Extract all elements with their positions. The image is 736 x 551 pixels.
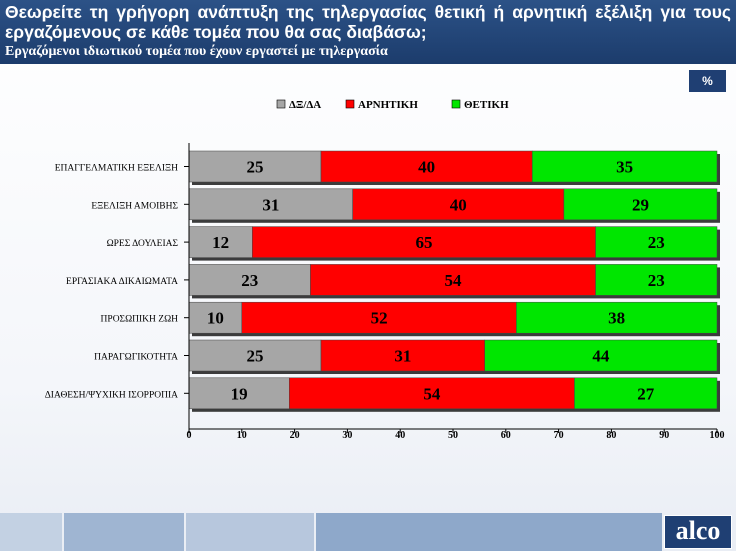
data-label: 54 [445, 271, 463, 290]
x-tick-label: 40 [395, 430, 405, 441]
bar-segment [352, 188, 565, 221]
bar-segment [320, 339, 485, 372]
x-tick-label: 20 [290, 430, 300, 441]
bar-segment [188, 226, 253, 258]
data-label: 35 [616, 158, 633, 177]
category-label: ΕΡΓΑΣΙΑΚΑ ΔΙΚΑΙΩΜΑΤΑ [66, 277, 178, 287]
x-tick-label: 60 [501, 430, 511, 441]
legend-swatch [345, 99, 355, 109]
data-label: 23 [648, 271, 665, 290]
x-tick-label: 70 [554, 430, 564, 441]
category-label: ΩΡΕΣ ΔΟΥΛΕΙΑΣ [107, 239, 179, 249]
x-tick-label: 30 [342, 430, 352, 441]
header-banner: Θεωρείτε τη γρήγορη ανάπτυξη της τηλεργα… [0, 0, 736, 64]
category-label: ΔΙΑΘΕΣΗ/ΨΥΧΙΚΗ ΙΣΟΡΡΟΠΙΑ [45, 390, 178, 400]
bar-segment [289, 377, 575, 410]
legend-label: ΔΞ/ΔΑ [289, 99, 321, 111]
x-tick-label: 0 [187, 430, 192, 441]
footer-segment [0, 513, 62, 551]
data-label: 25 [247, 158, 264, 177]
legend-label: ΑΡΝΗΤΙΚΗ [358, 99, 418, 111]
data-label: 38 [608, 309, 625, 328]
footer-segment [316, 513, 662, 551]
bar-segment [320, 150, 533, 183]
footer-bar [0, 513, 736, 551]
bar-segment [531, 150, 718, 183]
x-tick-label: 100 [710, 430, 725, 441]
data-label: 65 [415, 233, 432, 252]
bar-segment [595, 226, 718, 258]
x-tick-label: 80 [606, 430, 616, 441]
data-label: 12 [212, 233, 229, 252]
bar-segment [595, 264, 718, 296]
data-label: 40 [418, 158, 435, 177]
bar-segment [310, 264, 596, 296]
data-label: 25 [247, 347, 264, 366]
bar-segment [241, 301, 517, 334]
legend-swatch [276, 99, 286, 109]
data-label: 29 [632, 195, 649, 214]
data-label: 23 [241, 271, 258, 290]
chart-question-title: Θεωρείτε τη γρήγορη ανάπτυξη της τηλεργα… [5, 2, 731, 42]
bar-segment [484, 339, 718, 372]
category-label: ΕΞΕΛΙΞΗ ΑΜΟΙΒΗΣ [91, 201, 178, 211]
chart-subtitle: Εργαζόμενοι ιδιωτικού τομέα που έχουν ερ… [5, 44, 388, 59]
category-label: ΕΠΑΓΓΕΛΜΑΤΙΚΗ ΕΞΕΛΙΞΗ [55, 164, 178, 174]
percent-badge: % [689, 70, 726, 92]
alco-logo: alco [664, 515, 732, 549]
data-label: 40 [450, 195, 467, 214]
bar-segment [563, 188, 718, 221]
data-label: 31 [262, 195, 279, 214]
x-tick-label: 10 [237, 430, 247, 441]
bar-segment [188, 339, 322, 372]
bar-segment [188, 264, 311, 296]
category-label: ΠΡΟΣΩΠΙΚΗ ΖΩΗ [101, 315, 179, 325]
data-label: 10 [207, 309, 224, 328]
legend-label: ΘΕΤΙΚΗ [464, 99, 509, 111]
x-tick-label: 50 [448, 430, 458, 441]
bar-segment [188, 150, 322, 183]
footer-segment [186, 513, 314, 551]
data-label: 31 [394, 347, 411, 366]
legend-swatch [451, 99, 461, 109]
data-label: 44 [592, 347, 610, 366]
bar-segment [188, 188, 353, 221]
data-label: 19 [231, 384, 248, 403]
data-label: 27 [637, 384, 655, 403]
bar-segment [574, 377, 718, 410]
bar-segment [516, 301, 718, 334]
category-label: ΠΑΡΑΓΩΓΙΚΟΤΗΤΑ [94, 353, 178, 363]
x-tick-label: 90 [659, 430, 669, 441]
bar-segment [188, 377, 290, 410]
stacked-bar-chart: ΔΞ/ΔΑ ΑΡΝΗΤΙΚΗ ΘΕΤΙΚΗ 25 40 35 ΕΠΑΓΓΕΛΜΑΤΙΚΗ Ε… [45, 99, 725, 441]
data-label: 23 [648, 233, 665, 252]
data-label: 54 [423, 384, 441, 403]
footer-segment [64, 513, 184, 551]
data-label: 52 [371, 309, 388, 328]
